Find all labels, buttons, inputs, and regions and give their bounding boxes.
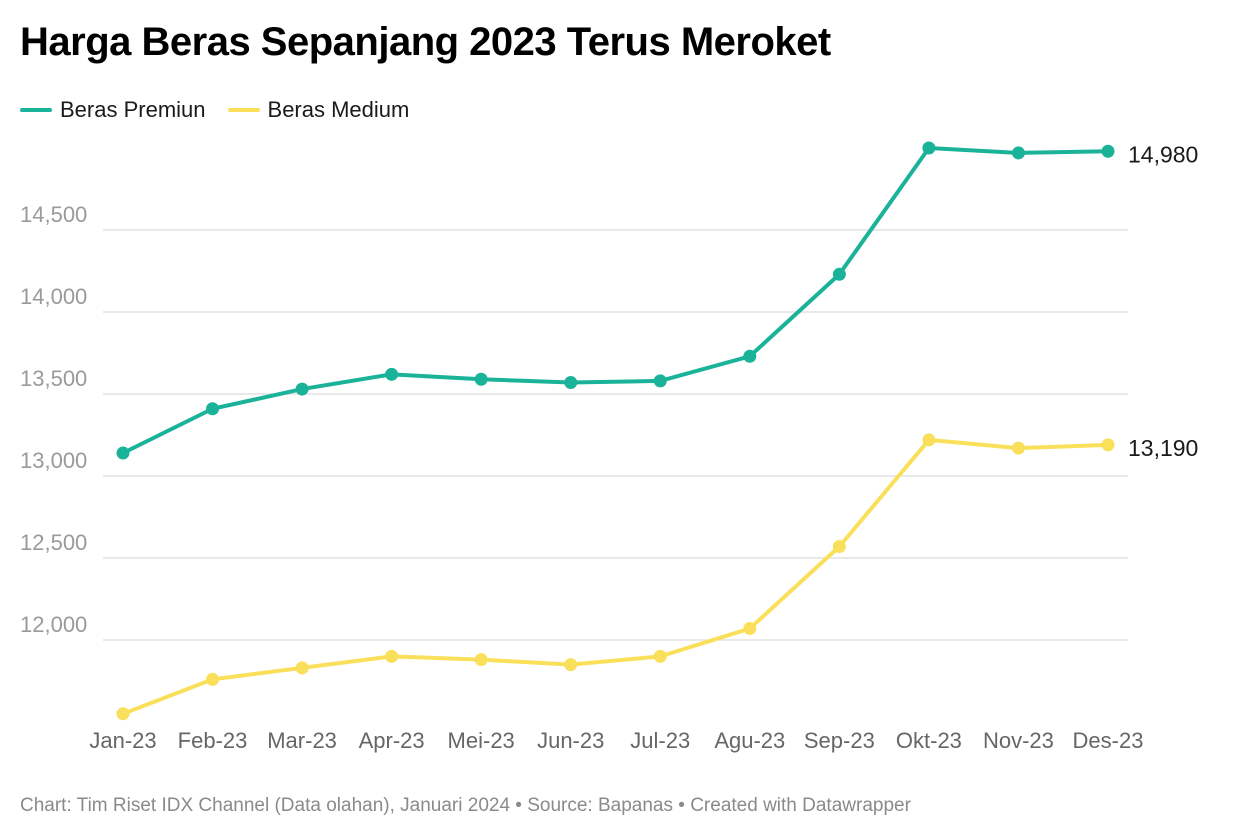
x-tick-label-Sep-23: Sep-23 bbox=[804, 728, 875, 753]
data-point-premium-Jul-23 bbox=[653, 374, 667, 388]
data-point-medium-Jan-23 bbox=[116, 707, 130, 721]
legend: Beras Premiun Beras Medium bbox=[20, 97, 409, 123]
data-point-medium-Apr-23 bbox=[385, 649, 399, 663]
data-point-medium-Sep-23 bbox=[832, 540, 846, 554]
data-point-premium-Des-23 bbox=[1101, 144, 1115, 158]
x-tick-label-Jun-23: Jun-23 bbox=[537, 728, 604, 753]
data-point-premium-Jan-23 bbox=[116, 446, 130, 460]
data-point-medium-Okt-23 bbox=[922, 433, 936, 447]
y-tick-label-14000: 14,000 bbox=[20, 284, 87, 309]
line-chart: 12,000 12,500 13,000 13,500 14,000 14,500 Jan-… bbox=[20, 141, 1198, 753]
x-tick-label-Des-23: Des-23 bbox=[1073, 728, 1144, 753]
series-line-medium bbox=[121, 437, 1110, 716]
data-point-premium-Nov-23 bbox=[1011, 146, 1025, 160]
data-point-medium-Jul-23 bbox=[653, 649, 667, 663]
x-tick-label-Agu-23: Agu-23 bbox=[714, 728, 785, 753]
data-point-premium-Jun-23 bbox=[564, 376, 578, 390]
data-point-medium-Jun-23 bbox=[564, 658, 578, 672]
x-tick-label-Jan-23: Jan-23 bbox=[89, 728, 156, 753]
end-label-medium: 13,190 bbox=[1128, 435, 1198, 461]
data-point-medium-Des-23 bbox=[1101, 438, 1115, 452]
data-point-premium-Mei-23 bbox=[474, 372, 488, 386]
data-point-premium-Agu-23 bbox=[743, 349, 757, 363]
y-tick-label-14500: 14,500 bbox=[20, 202, 87, 227]
legend-swatch-medium bbox=[227, 108, 260, 112]
legend-label-premium: Beras Premiun bbox=[60, 97, 206, 122]
data-point-premium-Mar-23 bbox=[295, 382, 309, 396]
data-point-premium-Okt-23 bbox=[922, 141, 936, 155]
legend-item-premium: Beras Premiun bbox=[20, 97, 206, 123]
chart-footer: Chart: Tim Riset IDX Channel (Data olaha… bbox=[20, 795, 911, 816]
x-tick-label-Okt-23: Okt-23 bbox=[896, 728, 962, 753]
legend-swatch-premium bbox=[20, 108, 52, 112]
series-line-premium bbox=[121, 146, 1110, 456]
x-tick-label-Nov-23: Nov-23 bbox=[983, 728, 1054, 753]
legend-label-medium: Beras Medium bbox=[267, 97, 410, 122]
y-tick-label-12500: 12,500 bbox=[20, 530, 87, 555]
x-tick-label-Mei-23: Mei-23 bbox=[448, 728, 515, 753]
data-point-medium-Nov-23 bbox=[1011, 441, 1025, 455]
data-point-medium-Agu-23 bbox=[743, 622, 757, 636]
data-point-medium-Mar-23 bbox=[295, 661, 309, 675]
x-tick-label-Apr-23: Apr-23 bbox=[359, 728, 425, 753]
chart-title: Harga Beras Sepanjang 2023 Terus Meroket bbox=[20, 20, 831, 64]
y-tick-label-13000: 13,000 bbox=[20, 448, 87, 473]
data-point-premium-Apr-23 bbox=[385, 367, 399, 381]
data-point-medium-Mei-23 bbox=[474, 653, 488, 667]
y-tick-label-12000: 12,000 bbox=[20, 612, 87, 637]
x-tick-label-Mar-23: Mar-23 bbox=[267, 728, 337, 753]
x-tick-label-Jul-23: Jul-23 bbox=[630, 728, 690, 753]
y-tick-label-13500: 13,500 bbox=[20, 366, 87, 391]
data-point-medium-Feb-23 bbox=[206, 672, 220, 686]
data-point-premium-Sep-23 bbox=[832, 267, 846, 281]
x-tick-label-Feb-23: Feb-23 bbox=[178, 728, 248, 753]
data-point-premium-Feb-23 bbox=[206, 402, 220, 416]
legend-item-medium: Beras Medium bbox=[227, 97, 410, 123]
end-label-premium: 14,980 bbox=[1128, 141, 1198, 167]
